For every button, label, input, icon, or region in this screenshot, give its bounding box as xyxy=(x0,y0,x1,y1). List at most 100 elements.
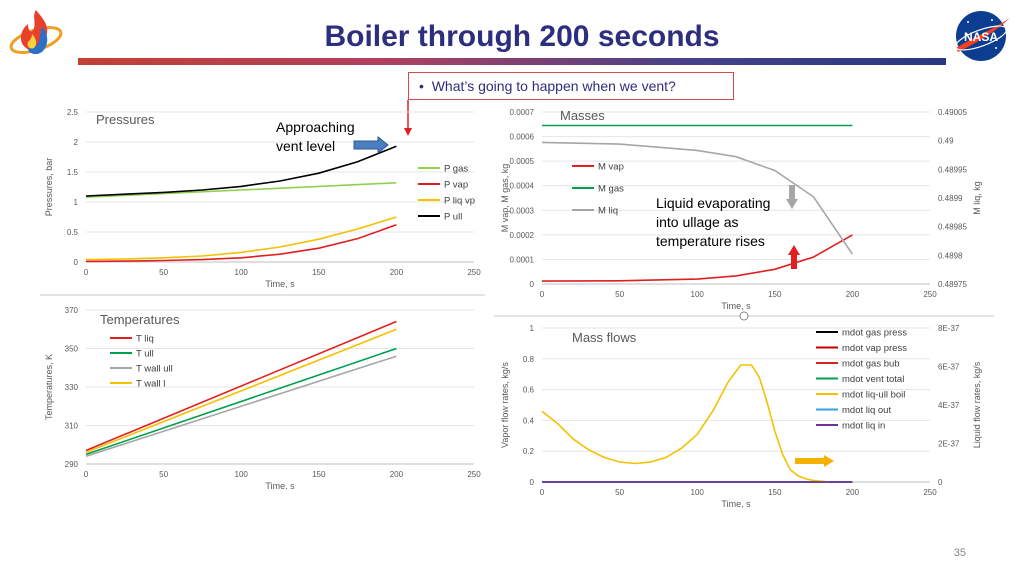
pressures-xtick-label: 200 xyxy=(390,268,404,277)
temperatures-xaxis-label: Time. s xyxy=(265,481,295,491)
massflows-y2tick-label: 2E-37 xyxy=(938,440,960,449)
page-number: 35 xyxy=(953,547,966,559)
orange-right-arrow-icon xyxy=(795,455,834,467)
liquid-note-line-1: Liquid evaporating xyxy=(656,195,771,211)
liquid-note-line-3: temperature rises xyxy=(656,233,765,249)
temperatures-yaxis-label: Temperatures, K xyxy=(44,354,54,420)
massflows-ytick-label: 0.2 xyxy=(523,447,535,456)
masses-y2tick-label: 0.49 xyxy=(938,137,954,146)
title-rule xyxy=(78,58,946,65)
pressures-ytick-label: 2.5 xyxy=(67,108,79,117)
callout-arrow xyxy=(404,100,412,136)
massflows-series-mdot-liq-ull-boil xyxy=(541,364,830,483)
temperatures-series-t-wall-l xyxy=(85,328,397,454)
pressures-yaxis-label: Pressures, bar xyxy=(44,158,54,217)
masses-xtick-label: 250 xyxy=(923,290,937,299)
masses-ytick-label: 0.0001 xyxy=(510,255,535,264)
masses-yaxis-label: M vap, M gas, kg xyxy=(500,164,510,233)
callout-box: • What’s going to happen when we vent? xyxy=(408,72,734,100)
masses-legend-label: M liq xyxy=(598,206,618,217)
massflows-y2tick-label: 4E-37 xyxy=(938,401,960,410)
pressures-series-p-liq-vp xyxy=(85,216,397,261)
pressures-ytick-label: 1 xyxy=(74,198,79,207)
nasa-logo-icon: NASA xyxy=(954,11,1010,61)
liquid-note-line-2: into ullage as xyxy=(656,214,739,230)
temperatures-ytick-label: 310 xyxy=(65,422,79,431)
massflows-legend-label: mdot gas bub xyxy=(842,359,900,370)
massflows-y2axis-label: Liquid flow rates, kg/s xyxy=(972,361,982,448)
temperatures-xtick-label: 250 xyxy=(467,470,481,479)
temperatures-chart: 290 310 330 350 370 0 50 100 150 200 250 Time. s Tem… xyxy=(44,306,481,491)
masses-xtick-label: 200 xyxy=(846,290,860,299)
pressures-ytick-label: 0 xyxy=(74,258,79,267)
masses-ytick-label: 0.0007 xyxy=(510,108,535,117)
right-panel-divider xyxy=(494,311,994,321)
pressures-ytick-label: 0.5 xyxy=(67,228,79,237)
masses-ytick-label: 0 xyxy=(530,280,535,289)
pressures-series-p-gas xyxy=(85,182,397,198)
nasa-logo-text: NASA xyxy=(964,30,998,44)
massflows-xtick-label: 0 xyxy=(540,488,545,497)
gray-down-arrow-icon xyxy=(786,185,798,209)
massflows-xaxis-label: Time, s xyxy=(721,499,751,509)
masses-series-m-liq xyxy=(541,141,854,255)
blue-arrow-icon xyxy=(353,136,389,154)
pressures-series-p-vap xyxy=(85,224,397,263)
masses-ytick-label: 0.0006 xyxy=(510,133,535,142)
pressures-legend-label: P ull xyxy=(444,212,462,223)
massflows-xtick-label: 200 xyxy=(846,488,860,497)
massflows-xtick-label: 50 xyxy=(615,488,624,497)
temperatures-legend-label: T wall l xyxy=(136,379,165,390)
temperatures-xtick-label: 50 xyxy=(159,470,168,479)
masses-chart-title: Masses xyxy=(560,108,605,123)
pressures-xtick-label: 50 xyxy=(159,268,168,277)
massflows-ytick-label: 1 xyxy=(530,324,535,333)
vent-level-note: Approaching vent level xyxy=(276,118,355,156)
masses-y2tick-label: 0.48985 xyxy=(938,223,967,232)
pressures-chart-title: Pressures xyxy=(96,112,155,127)
temperatures-legend-label: T liq xyxy=(136,334,154,345)
massflows-legend-label: mdot vent total xyxy=(842,374,904,385)
pressures-ytick-label: 2 xyxy=(74,138,79,147)
temperatures-xtick-label: 0 xyxy=(84,470,89,479)
masses-xtick-label: 100 xyxy=(691,290,705,299)
masses-legend-label: M vap xyxy=(598,162,624,173)
masses-ytick-label: 0.0003 xyxy=(510,206,535,215)
pressures-legend-label: P liq vp xyxy=(444,196,475,207)
pressures-xaxis-label: Time, s xyxy=(265,279,295,289)
temperatures-chart-title: Temperatures xyxy=(100,312,180,327)
massflows-ytick-label: 0.8 xyxy=(523,355,535,364)
temperatures-legend-label: T wall ull xyxy=(136,364,173,375)
masses-ytick-label: 0.0004 xyxy=(510,182,535,191)
vent-level-note-line-2: vent level xyxy=(276,138,336,154)
massflows-y2tick-label: 0 xyxy=(938,478,943,487)
massflows-y2tick-label: 8E-37 xyxy=(938,324,960,333)
slide-title: Boiler through 200 seconds xyxy=(324,20,720,53)
temperatures-ytick-label: 370 xyxy=(65,306,79,315)
massflows-chart: 00.20.40.60.810 50 100 150 200 25002E-374E-37… xyxy=(500,324,982,509)
pressures-chart: 0 0.5 1 1.5 2 2.5 0 50 100 150 200 250 Time, s Pressu… xyxy=(44,108,481,289)
masses-y2tick-label: 0.4898 xyxy=(938,251,963,260)
masses-ytick-label: 0.0002 xyxy=(510,231,535,240)
massflows-legend-label: mdot liq in xyxy=(842,421,885,432)
flame-logo-icon xyxy=(9,10,63,55)
massflows-xtick-label: 100 xyxy=(691,488,705,497)
pressures-legend-label: P gas xyxy=(444,164,468,175)
temperatures-series-t-wall-ull xyxy=(85,355,397,458)
masses-xaxis-label: Time, s xyxy=(721,301,751,311)
masses-legend-label: M gas xyxy=(598,184,624,195)
massflows-y2tick-label: 6E-37 xyxy=(938,363,960,372)
pressures-series-p-ull xyxy=(85,145,397,197)
liquid-evaporating-note: Liquid evaporating into ullage as temper… xyxy=(656,194,770,251)
temperatures-xtick-label: 200 xyxy=(390,470,404,479)
massflows-xtick-label: 250 xyxy=(923,488,937,497)
temperatures-legend-label: T ull xyxy=(136,349,154,360)
temperatures-ytick-label: 350 xyxy=(65,345,79,354)
pressures-xtick-label: 150 xyxy=(312,268,326,277)
masses-ytick-label: 0.0005 xyxy=(510,157,535,166)
massflows-ytick-label: 0 xyxy=(530,478,535,487)
pressures-legend-label: P vap xyxy=(444,180,468,191)
pressures-xtick-label: 100 xyxy=(235,268,249,277)
red-up-arrow-icon xyxy=(788,245,800,269)
massflows-ytick-label: 0.6 xyxy=(523,386,535,395)
